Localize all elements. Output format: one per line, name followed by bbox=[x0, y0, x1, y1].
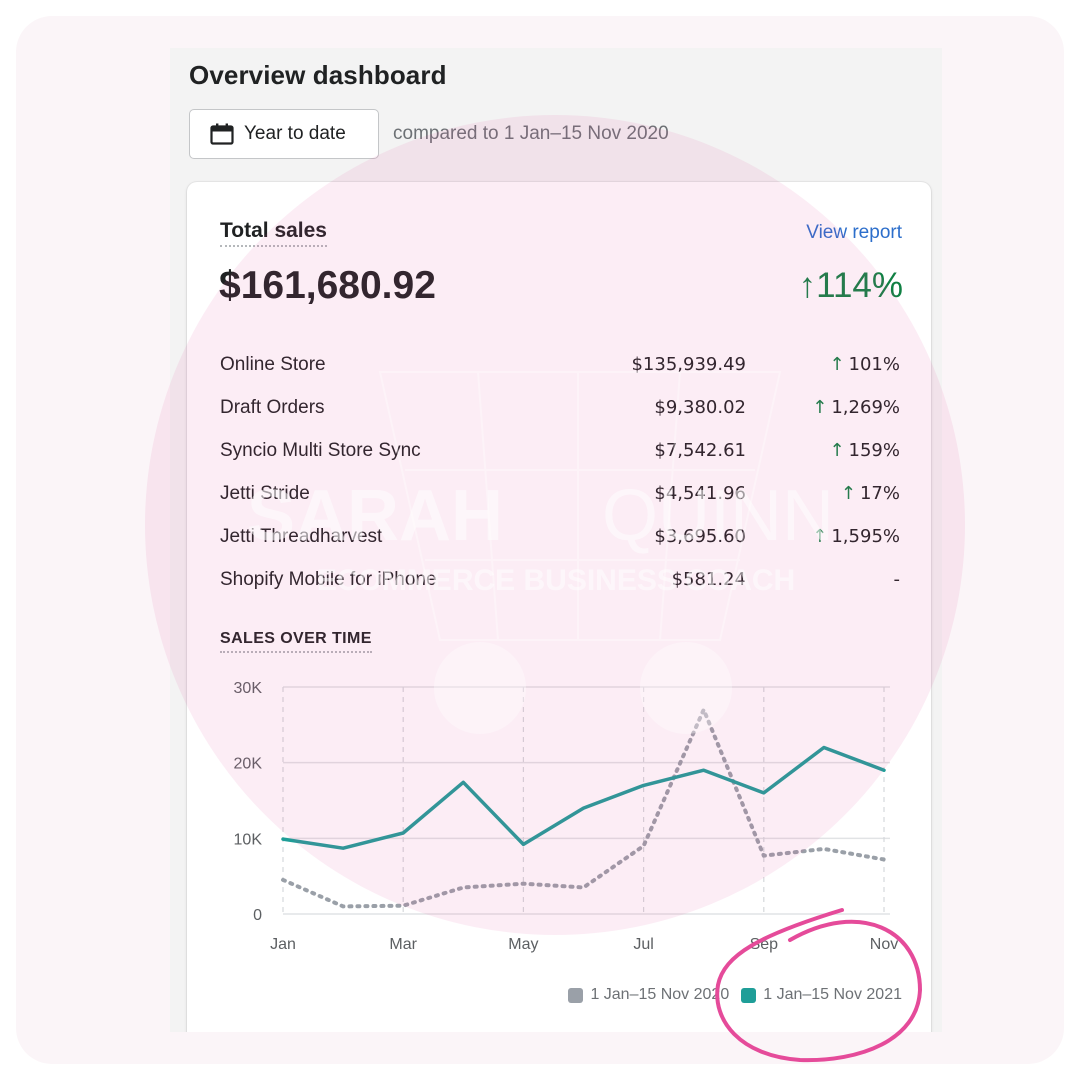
channel-name: Online Store bbox=[220, 354, 326, 375]
y-tick-label: 20K bbox=[234, 756, 263, 773]
chart-legend: 1 Jan–15 Nov 2020 1 Jan–15 Nov 2021 bbox=[556, 986, 902, 1004]
channel-change-value: 17% bbox=[859, 483, 900, 504]
total-sales-value: $161,680.92 bbox=[219, 264, 436, 307]
total-sales-change: ↑114% bbox=[799, 266, 903, 306]
channel-change: ↑ 101% bbox=[829, 354, 900, 375]
up-arrow-icon: ↑ bbox=[798, 266, 817, 305]
list-item: Syncio Multi Store Sync $7,542.61 ↑ 159% bbox=[220, 434, 902, 477]
legend-label-2021: 1 Jan–15 Nov 2021 bbox=[763, 986, 902, 1003]
legend-label-2020: 1 Jan–15 Nov 2020 bbox=[590, 986, 730, 1003]
channel-name: Draft Orders bbox=[220, 397, 325, 418]
channel-change: ↑ 1,595% bbox=[812, 526, 900, 547]
channel-change-value: 101% bbox=[848, 354, 900, 375]
channel-change: ↑ 17% bbox=[841, 483, 900, 504]
list-item: Jetti Stride $4,541.96 ↑ 17% bbox=[220, 477, 902, 520]
channel-breakdown-list: Online Store $135,939.49 ↑ 101% Draft Ord… bbox=[220, 348, 902, 606]
series-line-2021 bbox=[281, 745, 886, 850]
channel-change-value: 1,595% bbox=[831, 526, 900, 547]
list-item: Online Store $135,939.49 ↑ 101% bbox=[220, 348, 902, 391]
channel-name: Jetti Stride bbox=[220, 483, 310, 504]
comparison-text: compared to 1 Jan–15 Nov 2020 bbox=[393, 123, 669, 144]
up-arrow-icon: ↑ bbox=[829, 440, 845, 461]
up-arrow-icon: ↑ bbox=[829, 354, 845, 375]
sales-over-time-chart: 30K 20K 10K 0 Jan Mar May Jul Sep Nov bbox=[234, 680, 899, 953]
series-line-2020 bbox=[281, 707, 886, 909]
list-item: Shopify Mobile for iPhone $581.24 - bbox=[220, 563, 902, 606]
channel-amount: $3,695.60 bbox=[654, 526, 746, 547]
channel-amount: $4,541.96 bbox=[654, 483, 746, 504]
y-tick-label: 0 bbox=[253, 907, 262, 924]
date-range-label: Year to date bbox=[244, 123, 346, 144]
up-arrow-icon: ↑ bbox=[840, 483, 856, 504]
channel-change-value: 1,269% bbox=[831, 397, 900, 418]
x-tick-label: Jul bbox=[633, 936, 653, 953]
x-tick-label: Jan bbox=[270, 936, 296, 953]
channel-amount: $9,380.02 bbox=[654, 397, 746, 418]
channel-change: ↑ 159% bbox=[829, 440, 900, 461]
channel-name: Syncio Multi Store Sync bbox=[220, 440, 421, 461]
channel-name: Jetti Threadharvest bbox=[220, 526, 383, 547]
dashboard-screen: Overview dashboard Year to date compared… bbox=[170, 48, 942, 1032]
list-item: Jetti Threadharvest $3,695.60 ↑ 1,595% bbox=[220, 520, 902, 563]
total-change-value: 114% bbox=[816, 266, 903, 305]
total-sales-title[interactable]: Total sales bbox=[220, 219, 327, 247]
x-tick-label: May bbox=[508, 936, 538, 953]
legend-item-2020[interactable]: 1 Jan–15 Nov 2020 bbox=[568, 986, 729, 1004]
list-item: Draft Orders $9,380.02 ↑ 1,269% bbox=[220, 391, 902, 434]
channel-name: Shopify Mobile for iPhone bbox=[220, 569, 437, 590]
up-arrow-icon: ↑ bbox=[812, 526, 828, 547]
x-tick-label: Mar bbox=[389, 936, 417, 953]
total-sales-card: Total sales View report $161,680.92 ↑114… bbox=[187, 182, 931, 1032]
channel-amount: $581.24 bbox=[671, 569, 746, 590]
view-report-link[interactable]: View report bbox=[806, 222, 902, 243]
calendar-icon bbox=[210, 123, 234, 145]
y-tick-label: 30K bbox=[234, 680, 263, 697]
date-range-button[interactable]: Year to date bbox=[189, 109, 379, 159]
channel-change-value: 159% bbox=[848, 440, 900, 461]
legend-item-2021[interactable]: 1 Jan–15 Nov 2021 bbox=[741, 986, 902, 1004]
x-tick-label: Nov bbox=[870, 936, 898, 953]
channel-amount: $7,542.61 bbox=[654, 440, 746, 461]
channel-change: ↑ 1,269% bbox=[812, 397, 900, 418]
sales-over-time-title[interactable]: SALES OVER TIME bbox=[220, 630, 372, 653]
channel-change: - bbox=[893, 569, 901, 590]
legend-swatch-2021 bbox=[741, 987, 757, 1003]
legend-swatch-2020 bbox=[568, 987, 584, 1003]
x-tick-label: Sep bbox=[750, 936, 779, 953]
channel-amount: $135,939.49 bbox=[631, 354, 746, 375]
page-title: Overview dashboard bbox=[189, 60, 447, 90]
up-arrow-icon: ↑ bbox=[812, 397, 828, 418]
y-tick-label: 10K bbox=[234, 831, 263, 848]
